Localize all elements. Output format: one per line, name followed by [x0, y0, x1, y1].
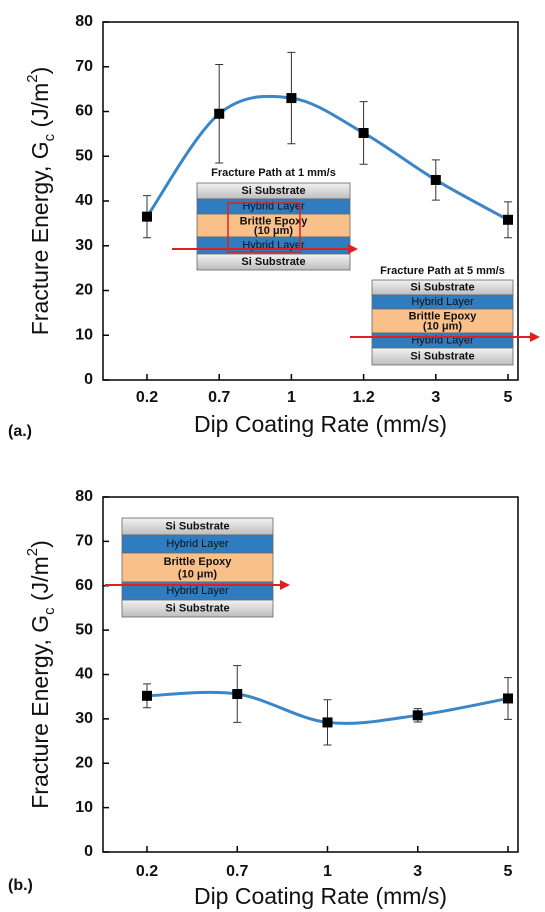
- x-tick-label: 5: [504, 863, 513, 880]
- data-point: [142, 211, 152, 222]
- y-tick-label: 40: [75, 666, 93, 683]
- inset-layer-label: Si Substrate: [165, 520, 229, 532]
- y-axis-label-part: ): [27, 67, 53, 75]
- x-tick-label: 0.2: [136, 863, 158, 880]
- x-tick-label: 0.7: [208, 389, 230, 406]
- x-tick-label: 0.7: [226, 863, 248, 880]
- y-tick-label: 60: [75, 577, 93, 594]
- data-point: [358, 127, 369, 138]
- y-axis-label: Fracture Energy, Gc (J/m2): [24, 540, 58, 809]
- y-axis-label-part: Fracture Energy, G: [27, 141, 53, 335]
- inset-layer-label: Si Substrate: [241, 256, 305, 268]
- y-axis-label: Fracture Energy, Gc (J/m2): [24, 67, 58, 336]
- x-tick-label: 5: [504, 389, 513, 406]
- y-tick-label: 80: [75, 488, 93, 505]
- inset-note: (10 μm): [254, 225, 293, 237]
- crack-arrow-head: [280, 580, 290, 590]
- data-point: [503, 214, 513, 225]
- y-axis-label-part: 2: [24, 548, 41, 556]
- y-tick-label: 0: [84, 371, 93, 388]
- data-point: [322, 717, 333, 728]
- x-axis-label: Dip Coating Rate (mm/s): [194, 883, 447, 909]
- data-point: [214, 108, 225, 119]
- inset-layer: [371, 308, 514, 334]
- y-tick-label: 60: [75, 103, 93, 120]
- inset-layer-label: Si Substrate: [410, 281, 474, 293]
- y-tick-label: 50: [75, 621, 93, 638]
- inset-layer-label: Si Substrate: [241, 185, 305, 197]
- data-point: [232, 689, 243, 700]
- data-point: [142, 690, 152, 701]
- x-tick-label: 3: [431, 389, 440, 406]
- inset-layer-label: Brittle Epoxy: [240, 215, 309, 227]
- crack-arrow-head: [348, 244, 358, 254]
- y-tick-label: 30: [75, 237, 93, 254]
- data-point: [430, 174, 441, 185]
- inset-layer-label: Hybrid Layer: [242, 200, 305, 212]
- y-tick-label: 0: [84, 843, 93, 860]
- x-tick-label: 1.2: [352, 389, 374, 406]
- y-tick-label: 30: [75, 710, 93, 727]
- x-tick-label: 0.2: [136, 389, 158, 406]
- panel-label: (b.): [8, 877, 33, 894]
- x-tick-label: 1: [287, 389, 296, 406]
- y-tick-label: 20: [75, 282, 93, 299]
- inset-layer: [121, 599, 274, 618]
- inset-layer-label: Hybrid Layer: [411, 296, 474, 308]
- inset-note: (10 μm): [178, 568, 217, 580]
- inset-title: Fracture Path at 5 mm/s: [380, 265, 505, 277]
- y-tick-label: 80: [75, 13, 93, 30]
- y-axis-label-part: (J/m: [27, 556, 53, 607]
- inset-note: (10 μm): [423, 321, 462, 333]
- data-line: [145, 94, 509, 222]
- inset-title: Fracture Path at 1 mm/s: [211, 167, 336, 179]
- y-axis-label-part: c: [41, 133, 58, 141]
- y-tick-label: 70: [75, 533, 93, 550]
- y-axis-label-part: Fracture Energy, G: [27, 615, 53, 809]
- inset-layer: [196, 253, 351, 271]
- y-tick-label: 40: [75, 192, 93, 209]
- inset-layer-label: Si Substrate: [410, 350, 474, 362]
- data-point: [503, 693, 513, 704]
- y-axis-label-part: ): [27, 540, 53, 548]
- inset-layer-label: Hybrid Layer: [166, 585, 229, 597]
- crack-arrow-head: [530, 332, 540, 342]
- y-tick-label: 10: [75, 326, 93, 343]
- crack-region: [227, 202, 301, 253]
- inset-layer-label: Brittle Epoxy: [164, 556, 233, 568]
- panel-label: (a.): [8, 423, 32, 440]
- inset-layer: [371, 347, 514, 366]
- y-tick-label: 70: [75, 58, 93, 75]
- x-tick-label: 1: [323, 863, 332, 880]
- x-tick-label: 3: [413, 863, 422, 880]
- y-axis-label-part: (J/m: [27, 83, 53, 134]
- y-tick-label: 50: [75, 147, 93, 164]
- y-tick-label: 20: [75, 754, 93, 771]
- inset-layer-label: Hybrid Layer: [166, 538, 229, 550]
- y-tick-label: 10: [75, 799, 93, 816]
- y-axis-label-part: 2: [24, 74, 41, 82]
- data-point: [412, 710, 423, 721]
- inset-layer-label: Si Substrate: [165, 602, 229, 614]
- data-point: [286, 93, 297, 104]
- x-axis-label: Dip Coating Rate (mm/s): [194, 411, 447, 437]
- inset-layer-label: Brittle Epoxy: [409, 311, 478, 323]
- y-axis-label-part: c: [41, 607, 58, 615]
